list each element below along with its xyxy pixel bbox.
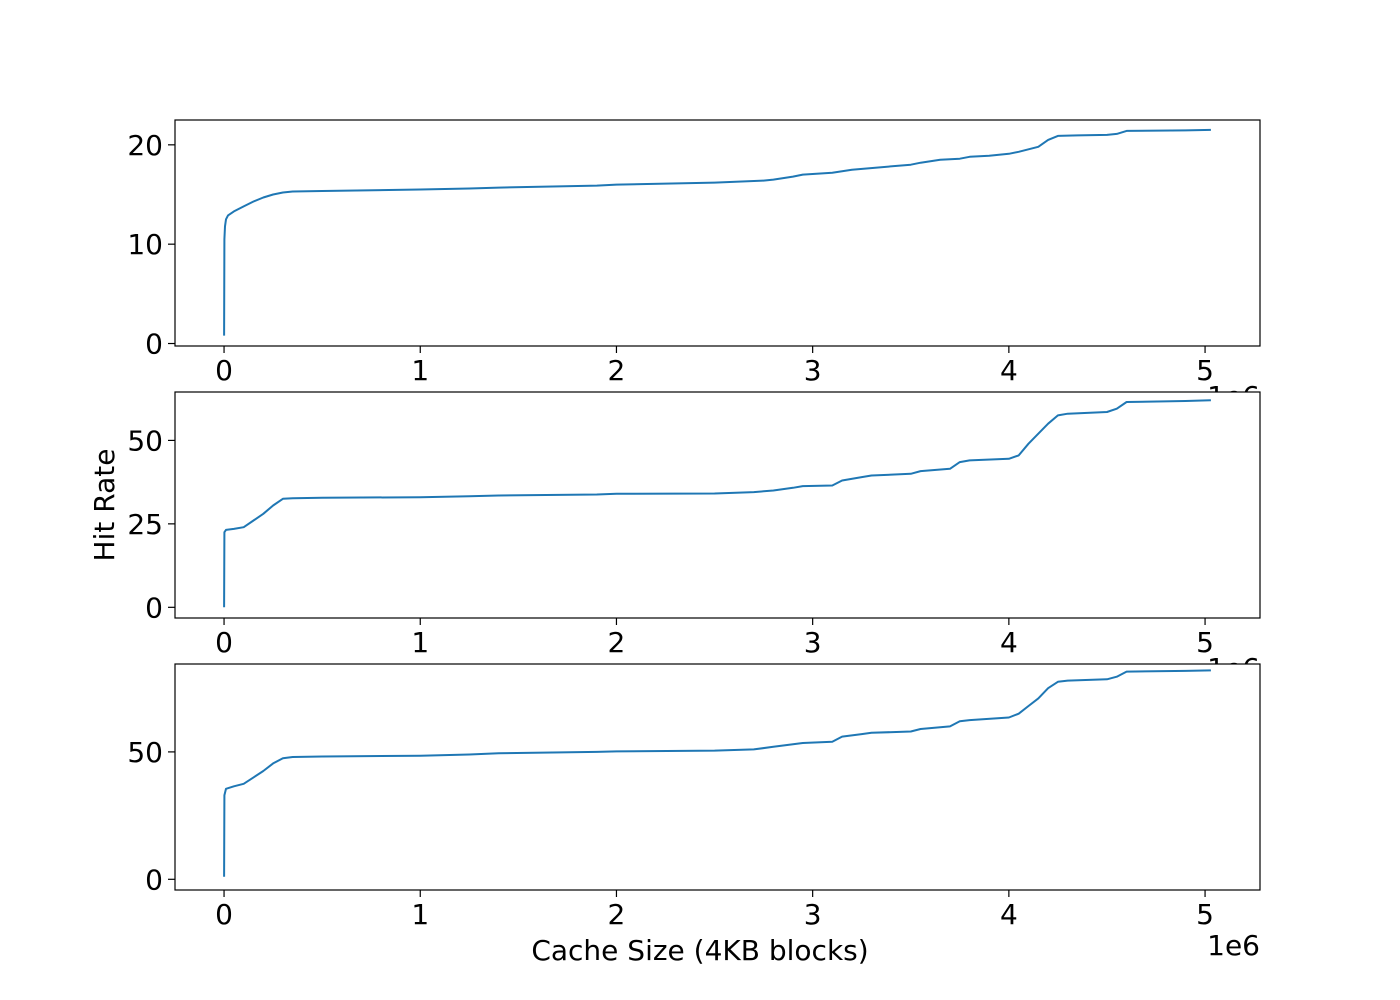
- y-tick-label-3-50: 50: [127, 736, 163, 769]
- series-line-3-1: [223, 669, 1211, 877]
- x-tick-label-3-5: 5: [1196, 898, 1214, 931]
- plot-frame-1: [174, 119, 1261, 347]
- y-tick-label-1-0: 0: [145, 328, 163, 361]
- y-tick-label-3-0: 0: [145, 863, 163, 896]
- y-tick-label-2-25: 25: [127, 508, 163, 541]
- x-tick-label-1-1: 1: [411, 354, 429, 387]
- y-tick-label-2-50: 50: [127, 424, 163, 457]
- x-tick-label-2-2: 2: [608, 626, 626, 659]
- x-tick-label-3-0: 0: [215, 898, 233, 931]
- x-tick-label-2-0: 0: [215, 626, 233, 659]
- x-tick-label-1-4: 4: [1000, 354, 1018, 387]
- series-line-2-1: [223, 399, 1211, 608]
- y-tick-label-1-20: 20: [127, 129, 163, 162]
- subplot-2: 1e601234502550: [127, 391, 1261, 685]
- x-tick-label-1-3: 3: [804, 354, 822, 387]
- subplots-group: 1e6012345010201e601234502550012345050: [127, 119, 1261, 931]
- x-tick-label-2-4: 4: [1000, 626, 1018, 659]
- plot-frame-2: [174, 391, 1261, 619]
- x-tick-label-1-2: 2: [608, 354, 626, 387]
- series-line-1-1: [223, 128, 1211, 336]
- x-offset-label: 1e6: [1207, 929, 1260, 962]
- x-tick-label-1-5: 5: [1196, 354, 1214, 387]
- x-tick-label-3-3: 3: [804, 898, 822, 931]
- x-tick-label-3-2: 2: [608, 898, 626, 931]
- x-tick-label-1-0: 0: [215, 354, 233, 387]
- x-axis-label: Cache Size (4KB blocks): [531, 934, 868, 967]
- y-tick-label-1-10: 10: [127, 228, 163, 261]
- x-tick-label-2-1: 1: [411, 626, 429, 659]
- x-tick-label-2-5: 5: [1196, 626, 1214, 659]
- panel-background-3: [175, 664, 1260, 890]
- x-tick-label-3-1: 1: [411, 898, 429, 931]
- subplot-1: 1e601234501020: [127, 119, 1261, 413]
- panel-background-2: [175, 392, 1260, 618]
- x-tick-label-2-3: 3: [804, 626, 822, 659]
- y-tick-label-2-0: 0: [145, 591, 163, 624]
- x-tick-label-3-4: 4: [1000, 898, 1018, 931]
- y-axis-label: Hit Rate: [88, 449, 121, 562]
- plot-frame-3: [174, 663, 1261, 891]
